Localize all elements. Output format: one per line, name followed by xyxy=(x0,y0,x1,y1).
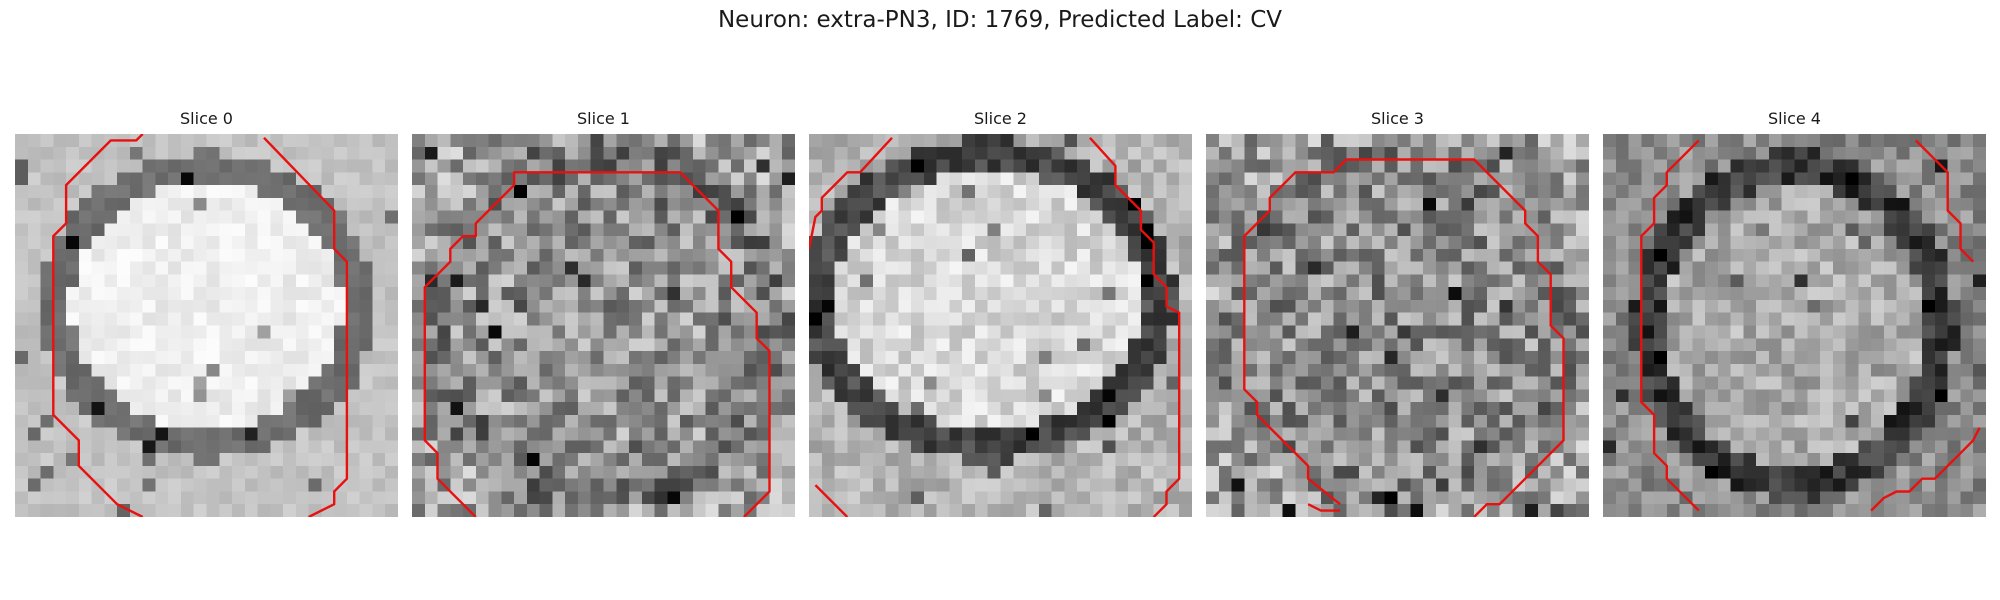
slice-2-title: Slice 2 xyxy=(974,109,1027,128)
contour-segment-2 xyxy=(814,484,849,517)
contour-segment-1 xyxy=(263,136,349,517)
slice-4-contour xyxy=(1640,139,1981,512)
slice-0-contour xyxy=(52,134,349,517)
slice-2-panel xyxy=(809,134,1192,517)
slice-1-title: Slice 1 xyxy=(577,109,630,128)
slice-4-panel xyxy=(1603,134,1986,517)
slice-2-contour xyxy=(809,136,1181,517)
slice-3-contour xyxy=(1243,158,1565,517)
figure-title: Neuron: extra-PN3, ID: 1769, Predicted L… xyxy=(717,7,1283,33)
contour-segment-1 xyxy=(1089,136,1181,517)
contour-segment-1 xyxy=(1307,503,1341,512)
contour-segment-1 xyxy=(1914,139,1975,263)
slice-1-contour xyxy=(423,171,771,517)
slice-4-title: Slice 4 xyxy=(1768,109,1821,128)
contour-segment-0 xyxy=(52,134,144,517)
contour-segment-2 xyxy=(1870,427,1981,512)
slice-4-image xyxy=(1603,134,1986,517)
contour-segment-0 xyxy=(1243,158,1565,517)
slice-3-panel xyxy=(1206,134,1589,517)
slice-3-title: Slice 3 xyxy=(1371,109,1424,128)
contour-segment-0 xyxy=(809,136,893,250)
slice-0-title: Slice 0 xyxy=(180,109,233,128)
slice-0-panel xyxy=(15,134,398,517)
slice-1-image xyxy=(412,134,795,517)
contour-segment-0 xyxy=(423,171,771,517)
slice-1-panel xyxy=(412,134,795,517)
contour-segment-0 xyxy=(1640,139,1700,512)
